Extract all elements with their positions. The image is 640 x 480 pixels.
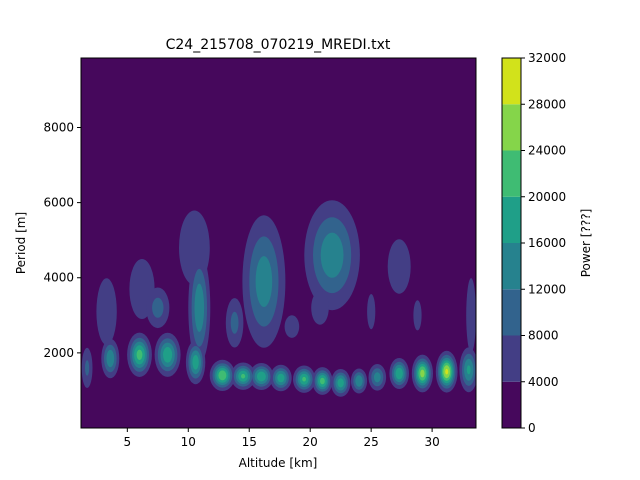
contour-band-feature-11-level-5 [241,373,246,379]
contour-band-feature-19-level-3 [355,375,363,387]
contour-band-feature-26-level-3 [320,232,344,278]
contour-band-feature-31-level-1 [466,278,476,353]
colorbar-segment [502,58,521,105]
contour-band-feature-21-level-4 [395,367,403,380]
colorbar-segment [502,104,521,151]
colorbar-label: Power [???] [579,209,593,278]
contour-band-feature-9-level-1 [179,210,210,285]
contour-band-feature-8-level-3 [194,283,205,332]
colorbar-tick-label: 20000 [528,190,566,204]
x-axis: 5 10 15 20 25 30 [124,428,440,449]
x-tick-label: 25 [364,435,379,449]
contour-band-feature-5-level-4 [163,347,173,363]
plot-area [81,58,476,428]
contour-band-feature-14-level-4 [256,371,266,382]
contour-band-feature-23-level-7 [445,368,449,375]
colorbar-tick-label: 24000 [528,144,566,158]
colorbar-segment [502,289,521,336]
contour-band-feature-18-level-4 [337,378,344,388]
y-tick-label: 8000 [43,120,74,134]
contour-layer [81,200,476,397]
y-axis-label: Period [m] [14,212,28,274]
colorbar-tick-label: 8000 [528,329,559,343]
colorbar-segment [502,381,521,428]
y-tick-label: 6000 [43,196,74,210]
contour-band-feature-24-level-4 [466,365,471,375]
contour-band-feature-10-level-5 [218,370,227,381]
contour-band-feature-17-level-5 [320,377,325,385]
chart-title: C24_215708_070219_MREDI.txt [166,37,391,53]
contour-band-feature-30-level-1 [413,300,422,331]
x-tick-label: 15 [242,435,257,449]
plot-frame [80,57,477,429]
colorbar-frame [501,57,522,429]
colorbar-tick-label: 4000 [528,375,559,389]
colorbar-tick-label: 16000 [528,236,566,250]
colorbar-segment [502,335,521,382]
contour-band-feature-6-level-2 [152,297,164,318]
colorbar-segment [502,150,521,197]
contour-band-feature-13-level-3 [255,256,273,307]
y-tick-label: 2000 [43,346,74,360]
contour-band-feature-16-level-5 [302,376,306,382]
colorbar: 0 4000 8000 12000 16000 20000 24000 28000 32000 [502,51,566,435]
x-tick-label: 20 [303,435,318,449]
contour-band-feature-28-level-1 [367,294,376,330]
colorbar-tick-label: 0 [528,421,536,435]
contour-band-feature-12-level-2 [230,311,239,334]
contour-band-feature-29-level-1 [387,239,411,294]
contour-band-feature-22-level-6 [420,369,425,378]
x-tick-label: 10 [181,435,196,449]
colorbar-segment [502,196,521,243]
colorbar-segment [502,243,521,290]
contour-band-feature-0-level-2 [85,360,90,376]
colorbar-tick-label: 32000 [528,51,566,65]
colorbar-tick-label: 28000 [528,97,566,111]
contour-band-feature-1-level-3 [106,349,115,368]
contour-band-feature-20-level-3 [373,372,381,383]
contour-band-feature-7-level-4 [192,355,199,370]
y-axis: 2000 4000 6000 8000 [43,120,81,360]
contour-band-feature-27-level-1 [311,290,329,325]
colorbar-tick-label: 12000 [528,282,566,296]
contour-band-feature-2-level-1 [96,278,117,345]
contour-band-feature-25-level-1 [284,315,300,338]
x-tick-label: 30 [424,435,439,449]
contour-band-feature-3-level-5 [136,349,143,360]
y-tick-label: 4000 [43,271,74,285]
x-tick-label: 5 [124,435,132,449]
contour-band-feature-15-level-4 [277,373,285,383]
x-axis-label: Altitude [km] [239,456,318,470]
